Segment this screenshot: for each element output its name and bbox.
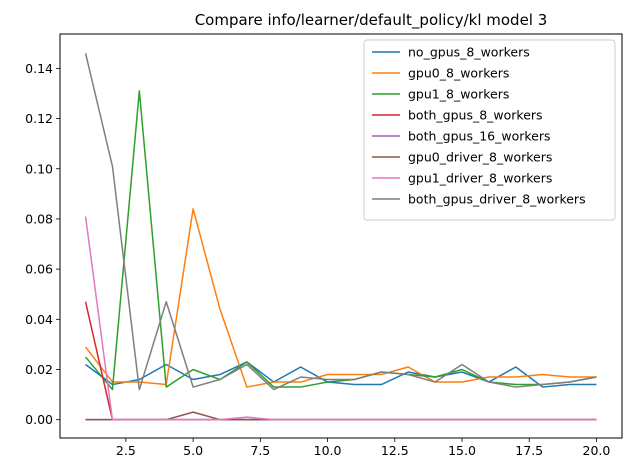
y-tick-label: 0.00: [25, 412, 53, 427]
series-line-gpu0-8-workers: [84, 208, 597, 388]
x-tick-label: 20.0: [583, 443, 611, 458]
x-axis: 2.5 5.0 7.5 10.0 12.5 15.0 17.5 20.0: [116, 438, 610, 458]
x-tick-label: 7.5: [250, 443, 270, 458]
plot-frame: [59, 33, 623, 439]
chart-title: Compare info/learner/default_policy/kl m…: [195, 11, 548, 30]
x-tick-label: 17.5: [515, 443, 543, 458]
y-tick-label: 0.14: [25, 61, 53, 76]
legend-label-both-gpus-16-workers: both_gpus_16_workers: [408, 129, 551, 144]
series-line-gpu1-8-workers: [84, 90, 597, 391]
y-tick-label: 0.04: [25, 312, 53, 327]
x-tick-label: 5.0: [183, 443, 203, 458]
y-tick-label: 0.10: [25, 161, 53, 176]
y-tick-label: 0.08: [25, 211, 53, 226]
y-tick-label: 0.02: [25, 362, 53, 377]
y-tick-label: 0.06: [25, 262, 53, 277]
legend-label-both-gpus-8-workers: both_gpus_8_workers: [408, 108, 543, 123]
x-tick-label: 10.0: [314, 443, 342, 458]
x-tick-label: 15.0: [448, 443, 476, 458]
x-tick-label: 12.5: [381, 443, 409, 458]
legend-box: [363, 39, 616, 221]
series-line-no-gpus-8-workers: [85, 361, 597, 388]
series-layer: [84, 53, 597, 421]
legend: no_gpus_8_workers gpu0_8_workers gpu1_8_wo…: [363, 39, 616, 221]
series-line-gpu1-driver-8-workers: [84, 216, 597, 421]
y-axis: 0.00 0.02 0.04 0.06 0.08 0.10 0.12 0.14: [25, 61, 60, 427]
legend-label-both-gpus-driver-8-workers: both_gpus_driver_8_workers: [408, 192, 586, 207]
legend-label-gpu0-8-workers: gpu0_8_workers: [408, 66, 509, 81]
legend-label-gpu1-8-workers: gpu1_8_workers: [408, 87, 509, 102]
legend-label-no-gpus-8-workers: no_gpus_8_workers: [408, 45, 530, 60]
x-tick-label: 2.5: [116, 443, 136, 458]
y-tick-label: 0.12: [25, 111, 53, 126]
legend-label-gpu0-driver-8-workers: gpu0_driver_8_workers: [408, 150, 552, 165]
series-line-both-gpus-driver-8-workers: [84, 53, 597, 391]
legend-label-gpu1-driver-8-workers: gpu1_driver_8_workers: [408, 171, 552, 186]
